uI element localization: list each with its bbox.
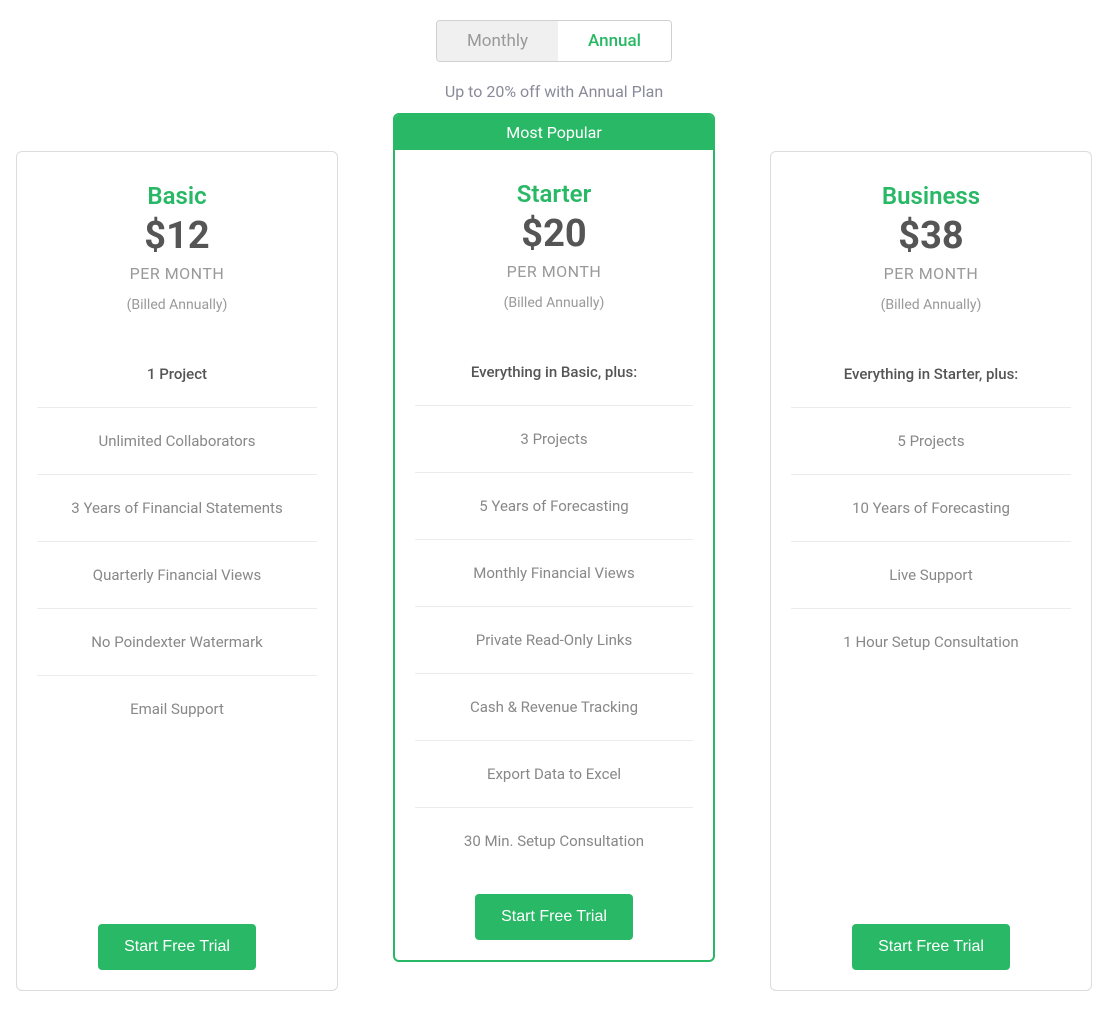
start-trial-button[interactable]: Start Free Trial — [852, 924, 1010, 970]
billing-toggle: Monthly Annual — [436, 20, 672, 62]
feature-item: Cash & Revenue Tracking — [415, 674, 693, 741]
feature-item: Monthly Financial Views — [415, 540, 693, 607]
start-trial-button[interactable]: Start Free Trial — [475, 894, 633, 940]
popular-badge: Most Popular — [395, 115, 713, 150]
billing-toggle-container: Monthly Annual — [10, 20, 1098, 62]
feature-item: 10 Years of Forecasting — [791, 475, 1071, 542]
cta-container: Start Free Trial — [771, 904, 1091, 990]
feature-item: 30 Min. Setup Consultation — [415, 808, 693, 874]
feature-item: No Poindexter Watermark — [37, 609, 317, 676]
plan-period: PER MONTH — [415, 262, 693, 281]
toggle-monthly[interactable]: Monthly — [437, 21, 558, 61]
plan-features: Everything in Starter, plus: 5 Projects … — [771, 341, 1091, 904]
feature-item: Export Data to Excel — [415, 741, 693, 808]
feature-header: 1 Project — [37, 341, 317, 408]
feature-item: Quarterly Financial Views — [37, 542, 317, 609]
plan-features: 1 Project Unlimited Collaborators 3 Year… — [17, 341, 337, 904]
feature-item: 5 Projects — [791, 408, 1071, 475]
feature-header: Everything in Starter, plus: — [791, 341, 1071, 408]
toggle-annual[interactable]: Annual — [558, 21, 671, 61]
feature-item: 3 Years of Financial Statements — [37, 475, 317, 542]
discount-label: Up to 20% off with Annual Plan — [10, 82, 1098, 101]
plan-price: $38 — [791, 214, 1071, 258]
plan-name: Basic — [37, 182, 317, 210]
plan-card-business: Business $38 PER MONTH (Billed Annually)… — [770, 151, 1092, 991]
plan-header: Starter $20 PER MONTH (Billed Annually) — [395, 150, 713, 339]
plan-price: $12 — [37, 214, 317, 258]
plan-header: Business $38 PER MONTH (Billed Annually) — [771, 152, 1091, 341]
feature-item: 3 Projects — [415, 406, 693, 473]
feature-item: Live Support — [791, 542, 1071, 609]
plan-name: Starter — [415, 180, 693, 208]
plan-card-starter: Most Popular Starter $20 PER MONTH (Bill… — [393, 113, 715, 962]
pricing-cards: Basic $12 PER MONTH (Billed Annually) 1 … — [10, 151, 1098, 991]
plan-name: Business — [791, 182, 1071, 210]
cta-container: Start Free Trial — [395, 874, 713, 960]
plan-price: $20 — [415, 212, 693, 256]
feature-item: Unlimited Collaborators — [37, 408, 317, 475]
plan-period: PER MONTH — [37, 264, 317, 283]
plan-billed: (Billed Annually) — [415, 295, 693, 311]
plan-card-basic: Basic $12 PER MONTH (Billed Annually) 1 … — [16, 151, 338, 991]
feature-item: Email Support — [37, 676, 317, 742]
feature-header: Everything in Basic, plus: — [415, 339, 693, 406]
start-trial-button[interactable]: Start Free Trial — [98, 924, 256, 970]
feature-item: 1 Hour Setup Consultation — [791, 609, 1071, 675]
feature-item: 5 Years of Forecasting — [415, 473, 693, 540]
plan-period: PER MONTH — [791, 264, 1071, 283]
plan-billed: (Billed Annually) — [37, 297, 317, 313]
plan-header: Basic $12 PER MONTH (Billed Annually) — [17, 152, 337, 341]
plan-features: Everything in Basic, plus: 3 Projects 5 … — [395, 339, 713, 874]
plan-billed: (Billed Annually) — [791, 297, 1071, 313]
feature-item: Private Read-Only Links — [415, 607, 693, 674]
cta-container: Start Free Trial — [17, 904, 337, 990]
